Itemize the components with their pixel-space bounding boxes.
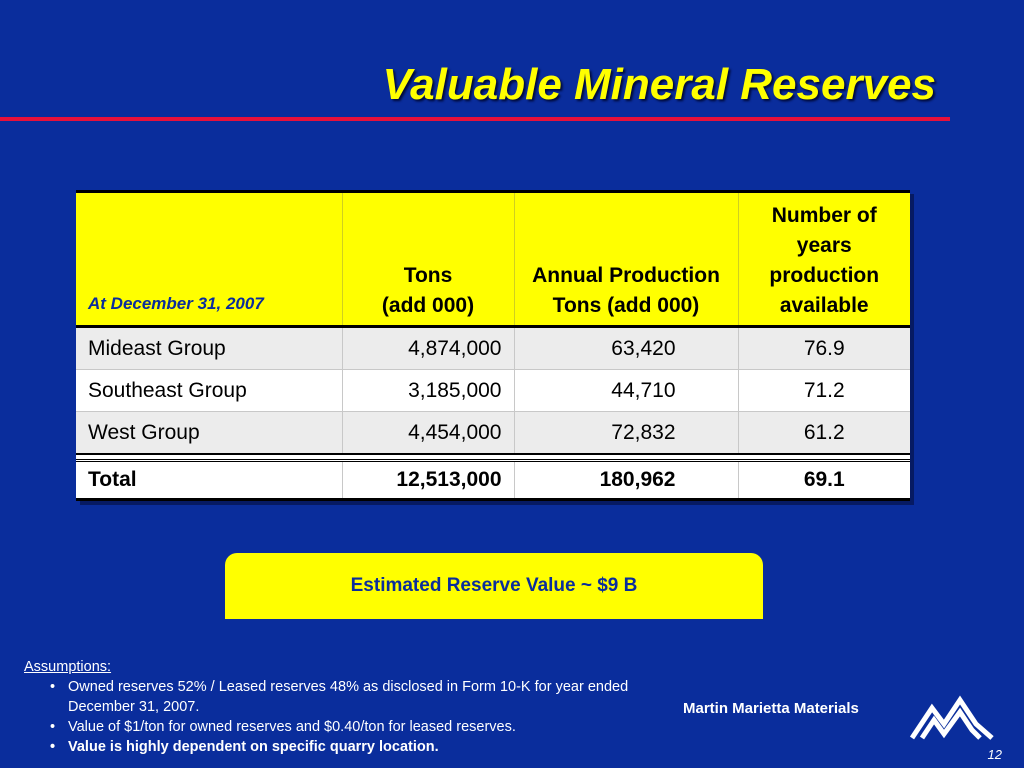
cell-annual-production: 72,832 xyxy=(514,411,739,455)
row-label: Mideast Group xyxy=(76,326,343,370)
table-row: West Group 4,454,000 72,832 61.2 xyxy=(76,411,910,455)
total-years: 69.1 xyxy=(738,459,910,500)
total-label: Total xyxy=(76,459,343,500)
reserves-table-container: At December 31, 2007 Tons (add 000) Annu… xyxy=(76,190,910,501)
cell-tons: 3,185,000 xyxy=(342,369,515,412)
martin-marietta-mountains-logo-icon xyxy=(910,695,994,740)
list-item: Value of $1/ton for owned reserves and $… xyxy=(50,717,664,737)
brand-name: Martin Marietta Materials xyxy=(683,700,859,717)
row-label: West Group xyxy=(76,411,343,455)
row-label: Southeast Group xyxy=(76,369,343,412)
title-divider xyxy=(0,117,950,121)
list-item: Value is highly dependent on specific qu… xyxy=(50,737,664,757)
table-total-row: Total 12,513,000 180,962 69.1 xyxy=(76,459,910,500)
cell-tons: 4,454,000 xyxy=(342,411,515,455)
header-tons: Tons (add 000) xyxy=(342,191,515,328)
total-tons: 12,513,000 xyxy=(342,459,515,500)
reserves-table: At December 31, 2007 Tons (add 000) Annu… xyxy=(76,190,910,501)
header-date: At December 31, 2007 xyxy=(76,191,343,328)
cell-annual-production: 44,710 xyxy=(514,369,739,412)
table-row: Southeast Group 3,185,000 44,710 71.2 xyxy=(76,369,910,412)
table-header-row: At December 31, 2007 Tons (add 000) Annu… xyxy=(76,191,910,328)
reserve-value-callout: Estimated Reserve Value ~ $9 B xyxy=(225,553,763,619)
page-number: 12 xyxy=(987,747,1002,762)
slide-title: Valuable Mineral Reserves xyxy=(382,60,936,109)
assumptions-heading: Assumptions: xyxy=(24,659,112,675)
total-annual-production: 180,962 xyxy=(514,459,739,500)
assumptions-block: Assumptions: Owned reserves 52% / Leased… xyxy=(24,657,664,757)
cell-annual-production: 63,420 xyxy=(514,326,739,370)
table-row: Mideast Group 4,874,000 63,420 76.9 xyxy=(76,326,910,370)
cell-years: 76.9 xyxy=(738,326,910,370)
reserve-value-text: Estimated Reserve Value ~ $9 B xyxy=(350,575,638,596)
assumptions-list: Owned reserves 52% / Leased reserves 48%… xyxy=(24,677,664,757)
cell-years: 71.2 xyxy=(738,369,910,412)
cell-years: 61.2 xyxy=(738,411,910,455)
list-item: Owned reserves 52% / Leased reserves 48%… xyxy=(50,677,664,717)
header-years-available: Number of years production available xyxy=(738,191,910,328)
header-annual-production: Annual Production Tons (add 000) xyxy=(514,191,739,328)
cell-tons: 4,874,000 xyxy=(342,326,515,370)
total-separator xyxy=(76,453,910,461)
